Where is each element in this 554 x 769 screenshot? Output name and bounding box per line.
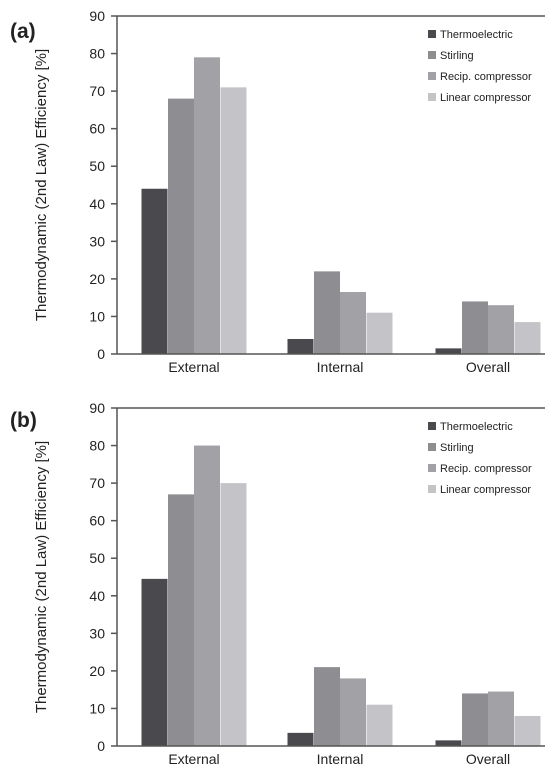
legend-swatch [428,422,436,430]
y-tick-label: 80 [89,46,105,62]
bar-stirling-internal [314,667,340,746]
bar-stirling-external [168,494,194,746]
y-tick-label: 60 [89,513,105,529]
y-tick-label: 40 [89,588,105,604]
legend: Thermoelectric Stirling Recip. compressor L… [428,421,532,496]
x-tick-label: Internal [317,751,364,767]
bar-recip-compressor-internal [340,292,366,354]
panel-label: (b) [10,409,37,432]
y-tick-label: 70 [89,475,105,491]
legend-label: Recip. compressor [440,71,532,83]
legend-swatch [428,464,436,472]
y-tick-label: 10 [89,700,105,716]
legend-label: Thermoelectric [440,29,513,41]
y-tick-label: 90 [89,400,105,416]
legend-swatch [428,485,436,493]
y-tick-label: 50 [89,158,105,174]
bar-recip-compressor-external [194,445,220,746]
y-tick-label: 10 [89,308,105,324]
legend-swatch [428,51,436,59]
legend-label: Stirling [440,50,474,62]
y-tick-label: 60 [89,121,105,137]
y-tick-label: 70 [89,83,105,99]
y-tick-label: 80 [89,438,105,454]
chart-panel-a: (a) Thermodynamic (2nd Law) Efficiency [%… [10,8,545,375]
y-tick-label: 0 [97,738,105,754]
bar-linear-compressor-overall [514,715,541,746]
legend-swatch [428,443,436,451]
bar-recip-compressor-overall [488,305,514,354]
bar-linear-compressor-overall [514,322,541,354]
y-tick-label: 20 [89,663,105,679]
legend-label: Linear compressor [440,92,531,104]
y-tick-label: 90 [89,8,105,24]
y-axis-label: Thermodynamic (2nd Law) Efficiency [%] [33,49,50,321]
bar-thermoelectric-overall [435,348,462,354]
legend-label: Thermoelectric [440,421,513,433]
y-tick-label: 30 [89,233,105,249]
bar-thermoelectric-external [141,188,168,354]
bar-linear-compressor-external [220,87,247,354]
legend-swatch [428,93,436,101]
y-axis-label: Thermodynamic (2nd Law) Efficiency [%] [33,441,50,713]
y-tick-label: 20 [89,271,105,287]
y-tick-label: 0 [97,346,105,362]
x-tick-label: Overall [466,359,510,375]
bar-stirling-overall [462,301,488,354]
bar-recip-compressor-internal [340,678,366,746]
x-tick-label: External [168,359,219,375]
chart-panel-b: (b) Thermodynamic (2nd Law) Efficiency [%… [10,400,545,767]
bar-thermoelectric-external [141,578,168,746]
bar-thermoelectric-internal [287,338,314,354]
legend-label: Linear compressor [440,484,531,496]
y-tick-label: 50 [89,550,105,566]
bar-thermoelectric-overall [435,740,462,746]
y-tick-label: 30 [89,625,105,641]
x-tick-label: Overall [466,751,510,767]
panel-label: (a) [10,20,36,43]
bar-linear-compressor-external [220,483,247,746]
bar-thermoelectric-internal [287,732,314,746]
legend-swatch [428,30,436,38]
bar-stirling-overall [462,693,488,746]
bar-linear-compressor-internal [366,704,393,746]
x-tick-label: External [168,751,219,767]
legend: Thermoelectric Stirling Recip. compressor L… [428,29,532,104]
x-tick-label: Internal [317,359,364,375]
bar-recip-compressor-overall [488,691,514,746]
legend-swatch [428,72,436,80]
bar-stirling-internal [314,271,340,354]
bar-linear-compressor-internal [366,312,393,354]
bar-recip-compressor-external [194,57,220,355]
y-tick-label: 40 [89,196,105,212]
legend-label: Recip. compressor [440,463,532,475]
bar-stirling-external [168,98,194,354]
legend-label: Stirling [440,442,474,454]
